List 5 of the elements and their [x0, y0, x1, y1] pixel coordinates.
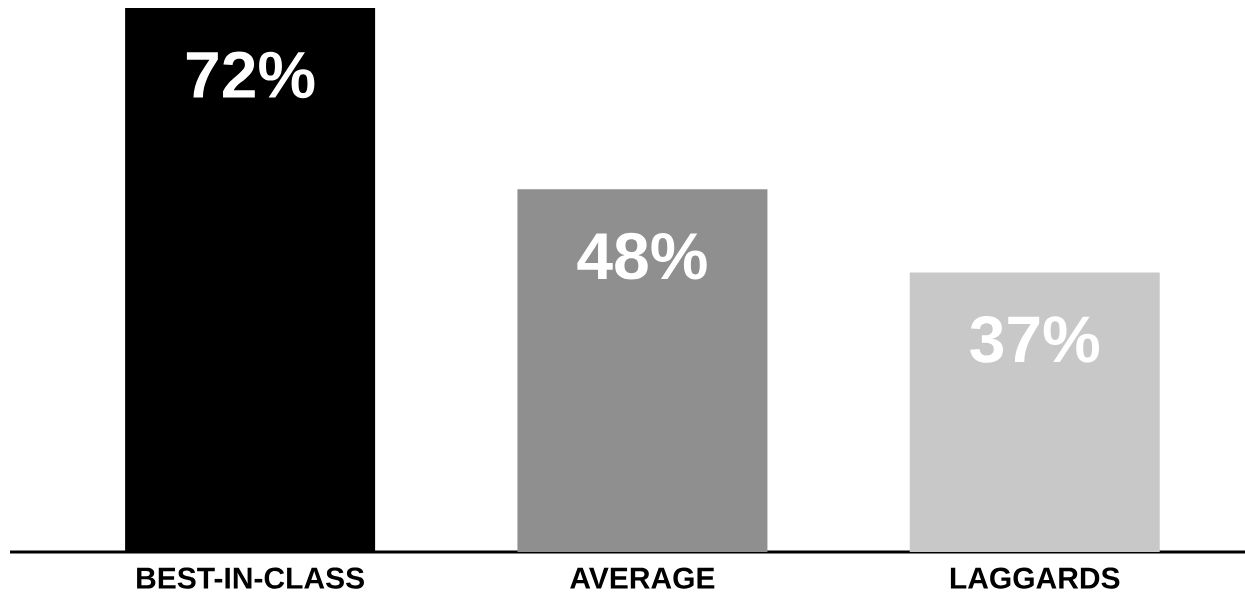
- x-tick-label: AVERAGE: [570, 567, 715, 589]
- data-label: 72%: [186, 51, 315, 99]
- data-label: 48%: [577, 232, 707, 280]
- x-tick-label: BEST-IN-CLASS: [137, 567, 364, 589]
- x-tick-label: LAGGARDS: [950, 567, 1120, 589]
